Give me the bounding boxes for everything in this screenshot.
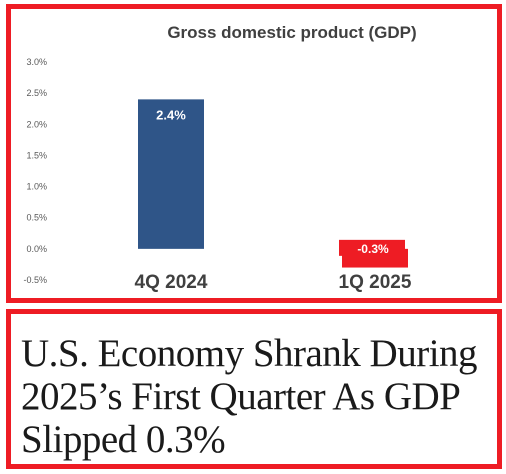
y-tick-label: 1.0%: [26, 182, 47, 192]
y-tick-label: 0.5%: [26, 213, 47, 223]
data-label-box: [339, 239, 405, 256]
y-tick-label: 0.0%: [26, 244, 47, 254]
headline-panel: U.S. Economy Shrank During 2025’s First …: [6, 309, 502, 469]
y-tick-label: 2.5%: [26, 88, 47, 98]
bar: [138, 99, 204, 249]
chart-title: Gross domestic product (GDP): [167, 23, 417, 42]
chart-panel: Gross domestic product (GDP) 3.0% 2.5% 2.0…: [6, 4, 502, 303]
x-category-label: 1Q 2025: [339, 272, 412, 293]
y-tick-label: 2.0%: [26, 119, 47, 129]
gdp-bar-chart: 3.0% 2.5% 2.0% 1.5% 1.0% 0.5% 0.0% -0.5% 2.4% 4Q …: [23, 57, 412, 293]
y-tick-label: 3.0%: [26, 57, 47, 67]
x-category-label: 4Q 2024: [135, 272, 208, 293]
data-label: -0.3%: [357, 242, 389, 256]
headline-text: U.S. Economy Shrank During 2025’s First …: [21, 332, 478, 461]
y-tick-label: -0.5%: [23, 275, 47, 285]
y-tick-label: 1.5%: [26, 150, 47, 160]
data-label: 2.4%: [156, 107, 186, 122]
